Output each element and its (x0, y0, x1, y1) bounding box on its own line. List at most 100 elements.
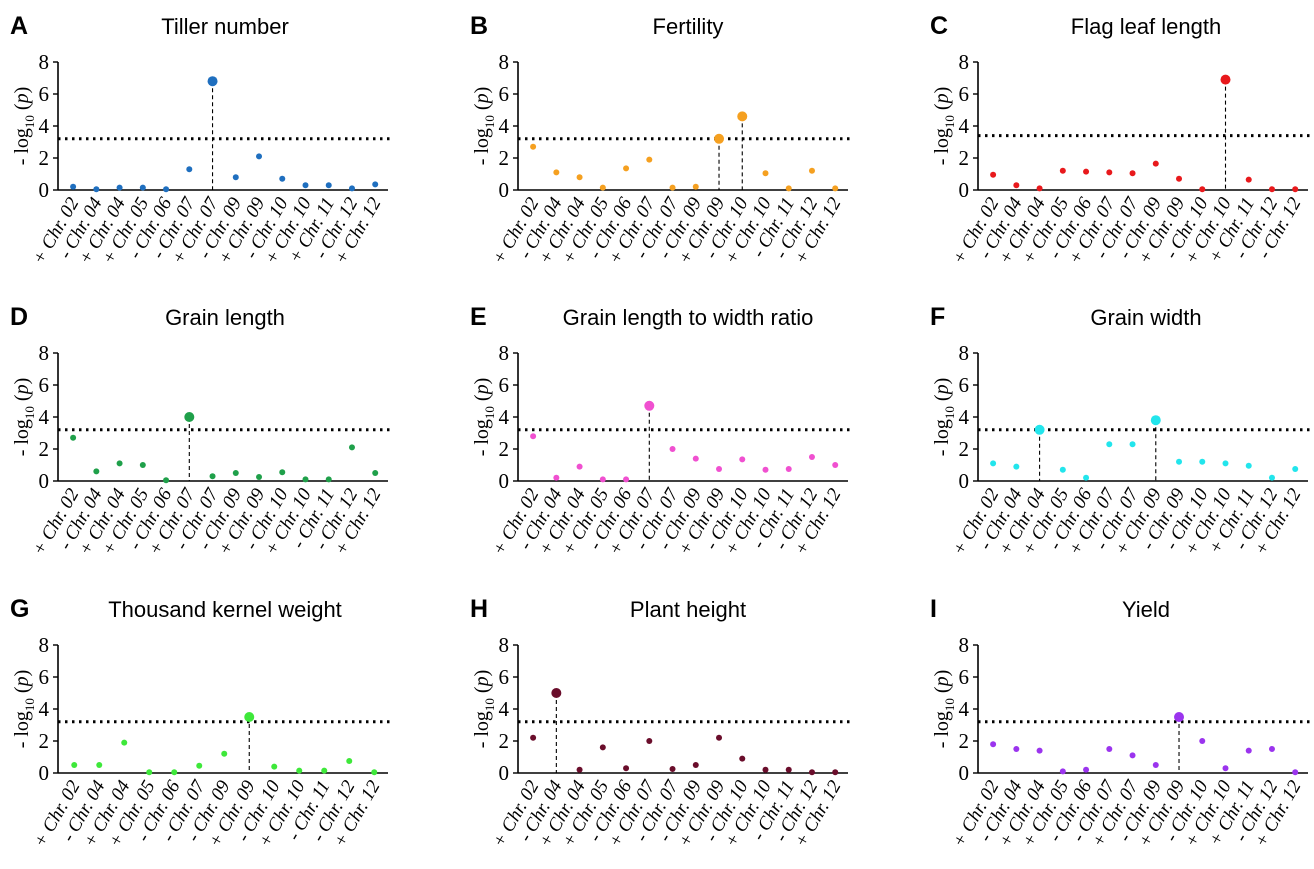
y-axis-label: - log10 (p) (471, 87, 497, 166)
data-point (646, 156, 653, 163)
data-point (576, 766, 583, 773)
data-point (1199, 186, 1206, 193)
y-tick-label: 0 (499, 178, 510, 202)
y-tick-label: 6 (959, 82, 970, 106)
data-point (1268, 474, 1275, 481)
data-point (325, 476, 332, 483)
panel-title: Fertility (653, 14, 724, 39)
data-point (716, 734, 723, 741)
data-point (1245, 176, 1252, 183)
panel-G: G Thousand kernel weight- log10 (p)02468+… (10, 595, 394, 851)
data-point (1083, 766, 1090, 773)
data-point (762, 766, 769, 773)
data-point (321, 767, 328, 774)
data-point (762, 466, 769, 473)
data-point (1245, 747, 1252, 754)
data-point (116, 184, 123, 191)
panel-title: Grain width (1090, 305, 1201, 330)
data-point (1059, 466, 1066, 473)
y-axis-label: - log10 (p) (11, 670, 37, 749)
data-point (139, 184, 146, 191)
data-point (1013, 746, 1020, 752)
data-point (70, 183, 77, 190)
y-tick-label: 6 (959, 373, 970, 397)
data-point (785, 185, 792, 192)
y-tick-label: 0 (959, 761, 970, 785)
y-tick-label: 2 (499, 437, 510, 461)
panel-letter: G (10, 595, 29, 623)
data-point (1176, 458, 1183, 465)
y-tick-label: 2 (39, 146, 50, 170)
y-tick-label: 4 (499, 697, 510, 721)
data-point (70, 434, 77, 441)
panel-E: E Grain length to width ratio - log10 (p)0… (470, 303, 854, 559)
data-point (762, 170, 769, 177)
y-axis-label: - log10 (p) (11, 87, 37, 166)
data-point (990, 741, 997, 748)
y-tick-label: 4 (499, 405, 510, 429)
y-tick-label: 2 (499, 729, 510, 753)
data-point (1083, 474, 1090, 481)
y-tick-label: 0 (959, 178, 970, 202)
y-axis-label: - log10 (p) (471, 670, 497, 749)
y-tick-label: 6 (499, 82, 510, 106)
data-point (1152, 160, 1159, 167)
data-point (1036, 185, 1043, 192)
data-point (553, 474, 560, 481)
y-tick-label: 4 (39, 697, 50, 721)
y-tick-label: 6 (499, 373, 510, 397)
significant-point (1174, 712, 1185, 722)
significant-point (184, 412, 195, 422)
data-point (372, 181, 379, 188)
data-point (296, 767, 303, 774)
y-tick-label: 8 (39, 341, 50, 365)
data-point (256, 153, 263, 160)
panel-title: Grain length to width ratio (563, 305, 814, 330)
data-point (553, 169, 560, 176)
data-point (623, 765, 630, 772)
panel-letter: A (10, 12, 28, 40)
data-point (302, 182, 309, 189)
data-point (186, 166, 193, 173)
data-point (1292, 769, 1299, 776)
data-point (93, 468, 100, 475)
data-point (209, 473, 216, 480)
y-tick-label: 0 (959, 469, 970, 493)
data-point (371, 769, 378, 776)
data-point (1222, 460, 1229, 467)
data-point (1059, 167, 1066, 174)
y-tick-label: 0 (499, 761, 510, 785)
data-point (623, 476, 630, 483)
data-point (1292, 186, 1299, 193)
data-point (1106, 746, 1113, 752)
y-tick-label: 6 (959, 665, 970, 689)
data-point (1106, 169, 1113, 176)
data-point (669, 446, 676, 452)
y-tick-label: 2 (499, 146, 510, 170)
y-tick-label: 8 (499, 50, 510, 74)
data-point (530, 433, 537, 440)
data-point (146, 769, 153, 776)
y-tick-label: 2 (959, 729, 970, 753)
data-point (163, 186, 170, 193)
significant-point (737, 111, 748, 122)
data-point (1199, 458, 1206, 465)
y-tick-label: 4 (959, 697, 970, 721)
data-point (832, 185, 839, 192)
data-point (325, 182, 332, 189)
panel-letter: I (930, 595, 937, 623)
panel-title: Flag leaf length (1071, 14, 1221, 39)
y-axis-label: - log10 (p) (931, 87, 957, 166)
significant-point (714, 133, 725, 144)
y-tick-label: 0 (39, 761, 50, 785)
data-point (808, 454, 815, 460)
data-point (832, 769, 839, 776)
data-point (71, 762, 78, 768)
data-point (1268, 746, 1275, 752)
y-axis-label: - log10 (p) (931, 670, 957, 749)
data-point (1268, 186, 1275, 193)
